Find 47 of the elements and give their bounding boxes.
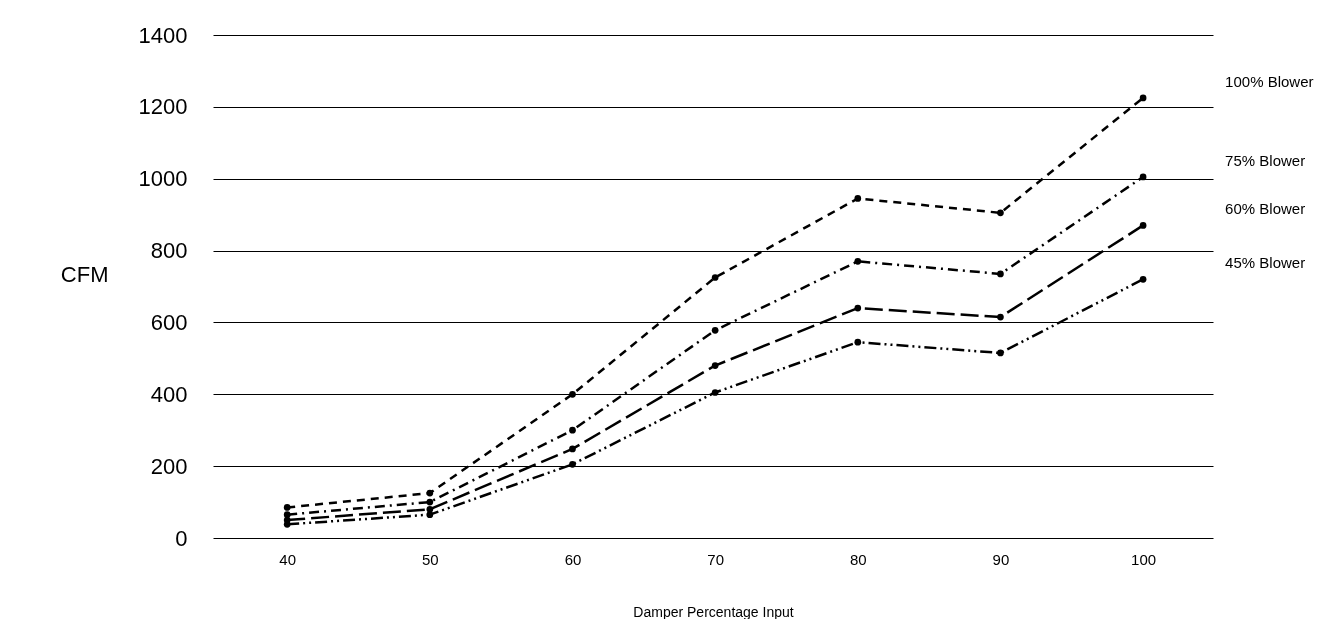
x-tick-label: 40 (279, 550, 297, 568)
point (1139, 94, 1147, 102)
point (997, 313, 1004, 321)
point (711, 389, 719, 396)
y-axis-title: CFM (60, 262, 109, 287)
y-tick-label: 200 (150, 453, 188, 479)
y-tick-label: 1000 (138, 166, 188, 192)
point (997, 270, 1004, 278)
x-tick-label: 60 (564, 550, 582, 568)
point (711, 362, 719, 369)
point (283, 504, 291, 511)
point (854, 304, 862, 312)
y-tick-label: 1400 (138, 22, 188, 48)
point (569, 445, 576, 453)
point (569, 390, 576, 398)
x-tick-label: 80 (849, 550, 867, 568)
point (997, 349, 1004, 357)
x-axis-title: Damper Percentage Input (633, 603, 794, 620)
y-tick-label: 400 (150, 381, 188, 407)
point (569, 426, 576, 434)
y-tick-label: 1200 (138, 94, 188, 120)
point (997, 209, 1004, 217)
text: 75% Blower (1225, 151, 1306, 169)
point (711, 274, 719, 281)
point (854, 258, 862, 265)
text: 45% Blower (1225, 254, 1306, 272)
point (1139, 275, 1147, 283)
x-tick-label: 70 (707, 550, 724, 568)
point (426, 498, 434, 506)
x-tick-label: 50 (421, 550, 439, 568)
y-tick-label: 600 (150, 309, 188, 335)
x-tick-label: 90 (992, 550, 1010, 568)
text: 60% Blower (1225, 200, 1306, 218)
point (283, 511, 291, 518)
x-tick-label: 100 (1131, 550, 1157, 568)
point (426, 489, 434, 497)
point (711, 326, 719, 334)
point (1139, 173, 1147, 181)
y-tick-label: 0 (175, 525, 188, 551)
text: 100% Blower (1225, 72, 1314, 90)
point (569, 461, 576, 468)
point (1139, 222, 1147, 229)
point (283, 521, 291, 528)
point (426, 511, 434, 518)
y-tick-label: 800 (150, 238, 188, 264)
point (854, 195, 862, 202)
point (854, 338, 862, 346)
